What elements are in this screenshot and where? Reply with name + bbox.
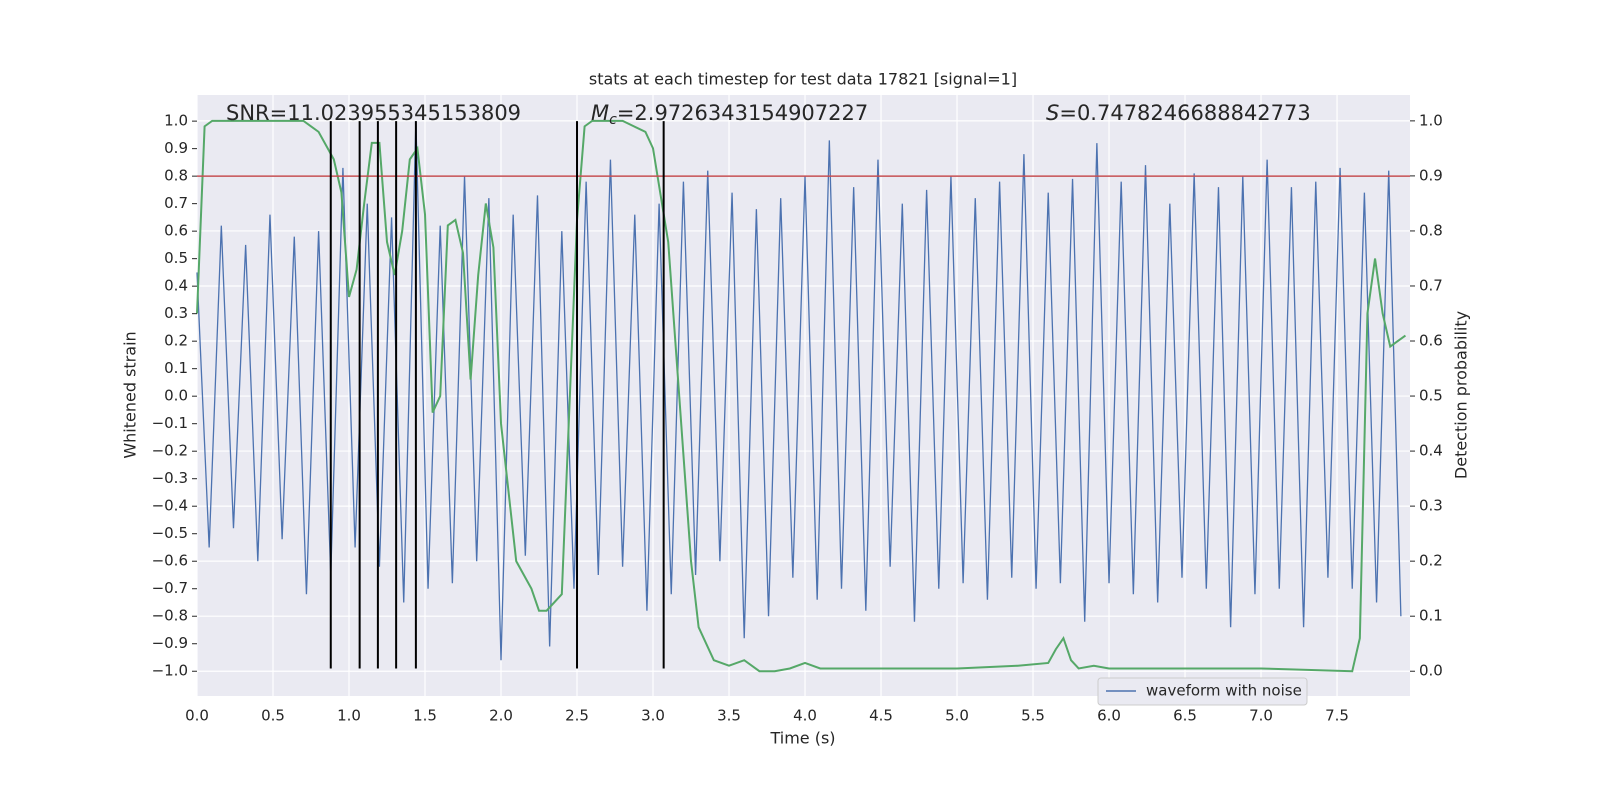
- x-tick-label: 5.5: [1021, 707, 1045, 725]
- y-tick-label: 0.6: [164, 222, 188, 240]
- y2-tick-label: 0.5: [1419, 387, 1443, 405]
- x-tick-label: 7.5: [1325, 707, 1349, 725]
- annotation-text: =2.9726343154907227: [617, 101, 868, 125]
- y-tick-label: −0.6: [152, 552, 188, 570]
- x-tick-label: 0.0: [185, 707, 209, 725]
- x-tick-label: 4.0: [793, 707, 817, 725]
- y-tick-label: 0.8: [164, 167, 188, 185]
- x-tick-label: 4.5: [869, 707, 893, 725]
- x-axis-label: Time (s): [769, 729, 835, 748]
- annotation-symbol: M: [591, 101, 609, 125]
- x-tick-label: 0.5: [261, 707, 285, 725]
- y2-tick-label: 0.2: [1419, 552, 1443, 570]
- y-tick-label: 0.7: [164, 194, 188, 212]
- x-tick-label: 6.5: [1173, 707, 1197, 725]
- legend-box: [1097, 677, 1308, 706]
- y-tick-label: 1.0: [164, 112, 188, 130]
- y-tick-label: 0.9: [164, 139, 188, 157]
- y-tick-label: 0.5: [164, 249, 188, 267]
- y-tick-label: 0.0: [164, 387, 188, 405]
- annotation: S=0.7478246688842773: [1046, 101, 1311, 125]
- series-line: [196, 121, 1402, 661]
- annotation: SNR=11.023955345153809: [226, 101, 521, 125]
- annotation-text: =0.7478246688842773: [1059, 101, 1310, 125]
- annotations: SNR=11.023955345153809 Mc=2.9726343154907…: [226, 101, 1311, 128]
- legend: waveform with noise: [1097, 677, 1308, 706]
- y2-tick-label: 0.9: [1419, 166, 1443, 184]
- y2-tick-label: 0.3: [1419, 497, 1443, 515]
- y-tick-label: 0.4: [164, 277, 188, 295]
- x-tick-label: 6.0: [1097, 707, 1121, 725]
- y-tick-label: −0.7: [152, 579, 188, 597]
- y-tick-label: −0.2: [152, 442, 188, 460]
- y-tick-label: −0.1: [152, 414, 188, 432]
- y2-tick-label: 0.7: [1419, 276, 1443, 294]
- annotation-text: SNR=11.023955345153809: [226, 101, 521, 125]
- x-tick-label: 1.5: [413, 707, 437, 725]
- y2-tick-label: 0.4: [1419, 442, 1443, 460]
- y2-tick-label: 0.0: [1419, 662, 1443, 680]
- chart-title: stats at each timestep for test data 178…: [589, 70, 1017, 89]
- x-tick-label: 2.5: [565, 707, 589, 725]
- annotation-subscript: c: [609, 112, 617, 128]
- legend-label: waveform with noise: [1146, 682, 1302, 700]
- y-tick-label: −0.3: [152, 469, 188, 487]
- annotation: Mc=2.9726343154907227: [591, 101, 868, 128]
- x-tick-label: 7.0: [1249, 707, 1273, 725]
- x-tick-label: 5.0: [945, 707, 969, 725]
- y-axis-label: Whitened strain: [121, 331, 140, 458]
- annotation-symbol: S: [1046, 101, 1059, 125]
- y2-tick-label: 0.8: [1419, 221, 1443, 239]
- x-tick-label: 3.0: [641, 707, 665, 725]
- y-tick-label: 0.1: [164, 359, 188, 377]
- y-tick-label: −0.9: [152, 634, 188, 652]
- y-tick-label: −1.0: [152, 662, 188, 680]
- y2-tick-label: 0.6: [1419, 332, 1443, 350]
- y2-tick-label: 0.1: [1419, 607, 1443, 625]
- y-tick-label: −0.4: [152, 497, 188, 515]
- y-tick-label: 0.2: [164, 332, 188, 350]
- y2-tick-label: 1.0: [1419, 111, 1443, 129]
- x-tick-label: 3.5: [717, 707, 741, 725]
- x-tick-label: 1.0: [337, 707, 361, 725]
- y-tick-label: −0.5: [152, 524, 188, 542]
- y2-axis-label: Detection probability: [1452, 311, 1471, 479]
- x-tick-label: 2.0: [489, 707, 513, 725]
- y-tick-label: 0.3: [164, 304, 188, 322]
- marks: [196, 119, 1410, 673]
- y-tick-label: −0.8: [152, 607, 188, 625]
